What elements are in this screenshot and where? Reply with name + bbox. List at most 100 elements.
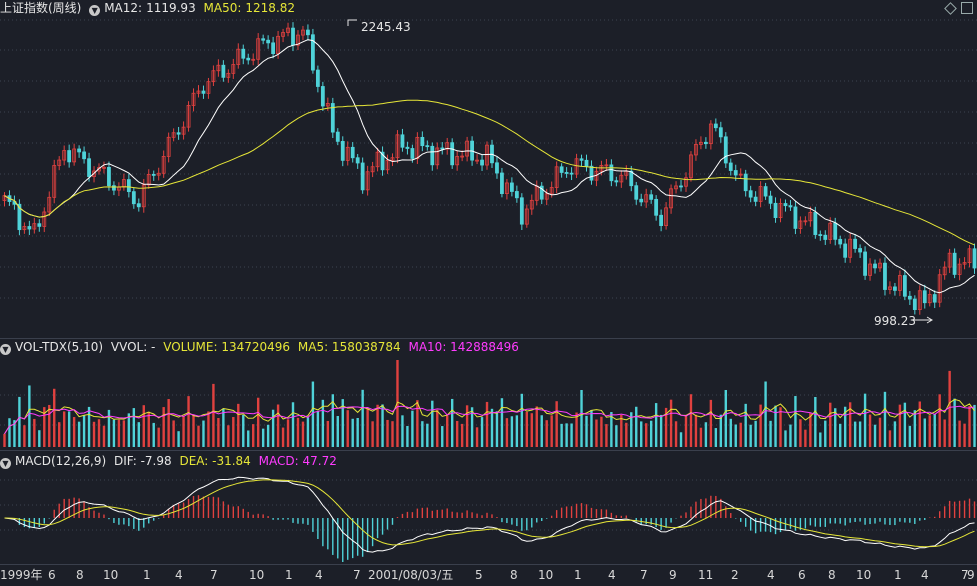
volume-bar (804, 429, 807, 447)
candle-body (475, 159, 479, 162)
toggle-circle-icon[interactable]: ▼ (0, 344, 11, 355)
volume-bar (490, 408, 494, 447)
volume-bar (142, 405, 145, 447)
candle-body (246, 57, 251, 61)
volume-bar (605, 424, 608, 447)
candle-body (609, 164, 614, 182)
diamond-icon[interactable] (944, 2, 957, 15)
window-toolbar (944, 1, 973, 15)
candle-body (72, 148, 77, 163)
volume-bar (301, 421, 305, 447)
volume-bar (774, 405, 777, 447)
candle-body (873, 263, 877, 269)
volume-bar (366, 407, 369, 447)
volume-bar (167, 399, 170, 447)
volume-bar (843, 406, 847, 447)
x-axis-tick-label: 10 (856, 568, 872, 582)
candle-body (330, 103, 335, 133)
volume-bar (829, 402, 832, 447)
volume-bar (520, 393, 524, 447)
toggle-circle-icon[interactable]: ▼ (89, 5, 101, 16)
volume-bar (779, 407, 782, 447)
candle-body (171, 132, 176, 138)
volume-bar (441, 426, 444, 447)
candle-body (465, 140, 470, 157)
volume-bar (421, 421, 424, 447)
volume-bar (878, 417, 882, 447)
x-axis-tick-label: 6 (798, 568, 806, 582)
volume-bar (252, 424, 255, 447)
volume-bar (630, 412, 633, 447)
candle-body (524, 208, 529, 225)
candle-body (375, 151, 380, 168)
candle-body (216, 64, 221, 72)
candle-body (604, 164, 609, 167)
volume-bar (177, 431, 180, 447)
volume-bar (973, 404, 976, 447)
candle-body (77, 148, 82, 153)
x-axis-tick-label: 7 (961, 568, 969, 582)
volume-bar (530, 413, 533, 447)
candle-body (500, 172, 504, 194)
candle-body (718, 127, 723, 138)
candle-body (838, 238, 843, 245)
candle-body (967, 248, 972, 264)
candle-body (335, 131, 340, 142)
volume-bar (799, 419, 802, 447)
maximize-icon[interactable] (961, 2, 973, 14)
volume-bar (222, 408, 225, 447)
candle-body (395, 134, 400, 159)
volume-bar (291, 402, 295, 447)
candle-body (161, 156, 166, 174)
volume-bar (162, 407, 165, 447)
volume-bar (923, 418, 926, 447)
volume-bar (261, 428, 265, 447)
candle-body (196, 90, 201, 94)
candle-body (325, 103, 330, 107)
volume-bar (306, 417, 310, 447)
candle-body (315, 69, 320, 87)
candle-body (743, 173, 748, 192)
volume-bar (565, 423, 568, 447)
candle-body (664, 207, 668, 226)
candle-body (962, 262, 967, 265)
candle-body (340, 140, 345, 161)
candle-body (425, 145, 430, 148)
candle-body (858, 248, 862, 253)
candle-body (146, 174, 151, 186)
candle-body (679, 185, 683, 188)
candle-body (112, 185, 116, 191)
candle-body (952, 252, 957, 275)
toggle-circle-icon[interactable]: ▼ (0, 458, 11, 469)
x-axis-tick-label: 8 (510, 568, 518, 582)
volume-bar (411, 410, 414, 447)
candle-body (306, 29, 310, 36)
candle-body (684, 177, 688, 187)
candle-body (833, 222, 838, 240)
volume-bar (117, 419, 121, 447)
candle-body (783, 203, 788, 207)
volume-bar (595, 419, 598, 447)
candle-body (191, 92, 196, 106)
candle-body (211, 70, 216, 83)
volume-bar (659, 414, 663, 447)
candle-body (261, 38, 266, 41)
volume-bar (266, 424, 270, 447)
candle-body (32, 223, 37, 230)
candle-body (748, 190, 753, 198)
volume-bar (759, 404, 762, 447)
candle-body (495, 162, 499, 174)
candle-body (659, 214, 664, 226)
candle-body (863, 251, 867, 276)
volume-bar (97, 419, 101, 447)
dea-value: DEA: -31.84 (179, 454, 251, 468)
candle-body (778, 203, 783, 218)
candle-body (301, 29, 305, 36)
candle-body (629, 170, 634, 187)
candle-body (728, 162, 733, 171)
volume-bar (839, 423, 842, 447)
volume-bar (500, 398, 504, 447)
volume-bar (585, 415, 588, 447)
panel-divider (0, 450, 977, 451)
